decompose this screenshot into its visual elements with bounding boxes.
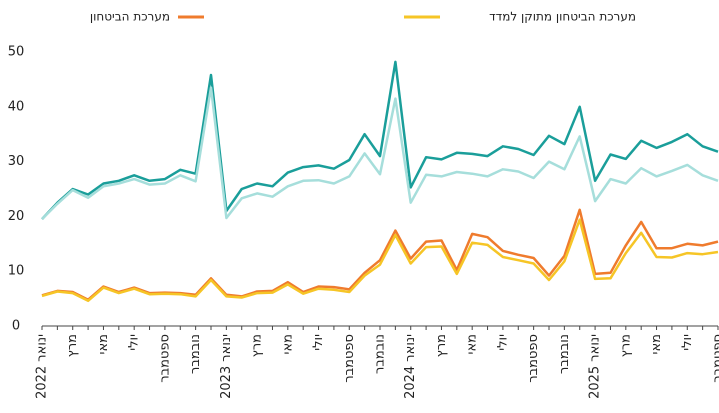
- x-tick-label: יולי: [127, 334, 142, 351]
- x-tick-label: מרץ: [65, 334, 80, 357]
- x-tick-label: יולי: [495, 334, 510, 351]
- y-tick-label: 20: [8, 209, 25, 224]
- legend-label: מערכת הביטחון: [90, 10, 170, 24]
- series-line: [41, 208, 719, 301]
- x-tick-label: מרץ: [434, 334, 449, 357]
- x-tick-label: ספטמבר: [526, 334, 541, 383]
- x-tick-label: מרץ: [250, 334, 265, 357]
- y-tick-label: 0: [12, 319, 20, 334]
- x-tick-label: נובמבר: [557, 334, 572, 374]
- x-tick-label: מאי: [96, 334, 111, 354]
- x-tick-label: יולי: [311, 334, 326, 351]
- x-tick-label: ינואר 2024: [403, 334, 418, 399]
- x-tick-label: מרץ: [618, 334, 633, 357]
- series-line: [41, 60, 719, 220]
- x-tick-label: ספטמבר: [157, 334, 172, 383]
- x-tick-label: ספטמבר: [342, 334, 357, 383]
- x-tick-label: ינואר 2025: [588, 334, 603, 399]
- x-tick-label: יולי: [680, 334, 695, 351]
- y-tick-label: 50: [8, 45, 25, 60]
- x-tick-label: ינואר 2022: [35, 334, 50, 399]
- x-tick-label: נובמבר: [373, 334, 388, 374]
- legend-label: מערכת הביטחון מתוקן למדד: [489, 10, 636, 24]
- y-tick-label: 10: [8, 264, 25, 279]
- x-tick-label: ספטמבר: [711, 334, 719, 383]
- x-tick-label: מאי: [280, 334, 295, 354]
- x-tick-label: נובמבר: [188, 334, 203, 374]
- x-tick-label: מאי: [465, 334, 480, 354]
- y-tick-label: 40: [8, 99, 25, 114]
- x-tick-label: ינואר 2023: [219, 334, 234, 399]
- series-line: [41, 218, 719, 303]
- y-tick-label: 30: [8, 154, 25, 169]
- x-tick-label: מאי: [649, 334, 664, 354]
- series-line: [41, 86, 719, 220]
